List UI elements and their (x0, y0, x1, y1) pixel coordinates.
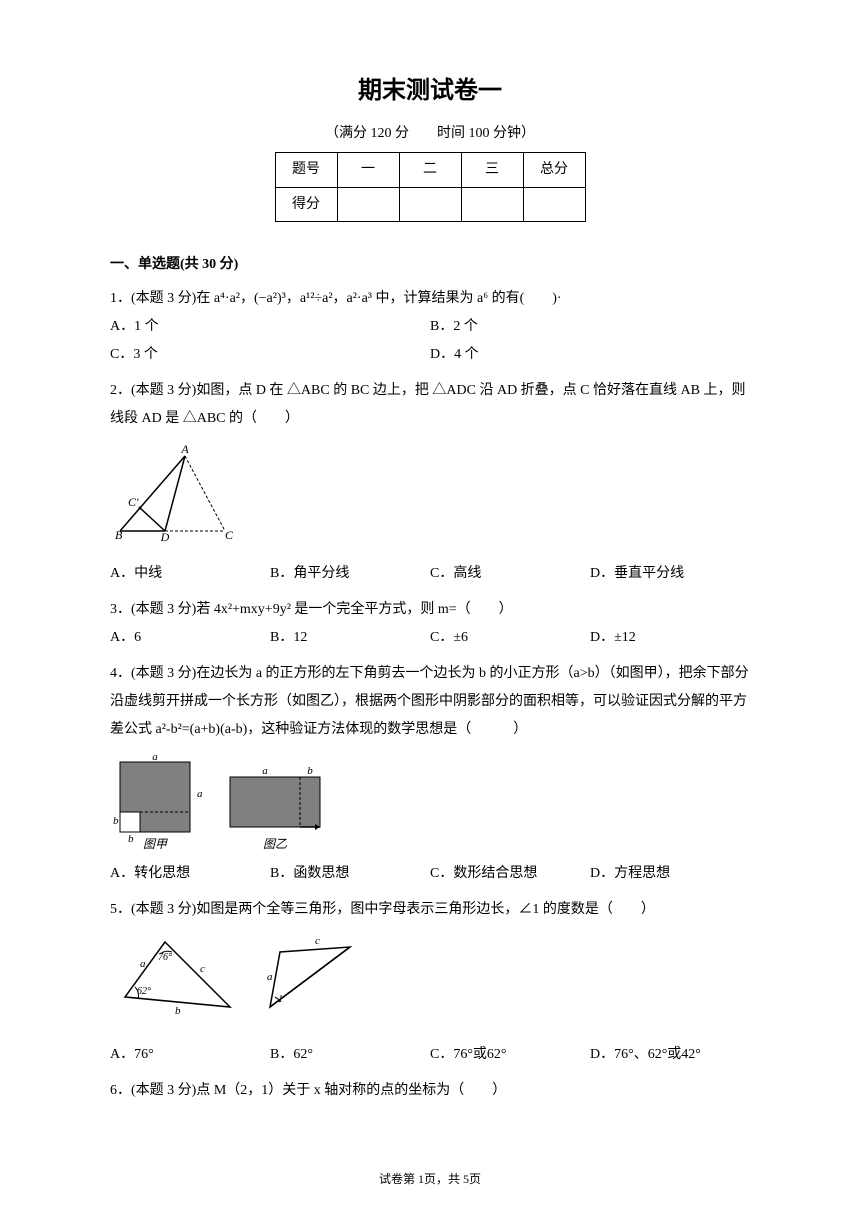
svg-text:D: D (160, 530, 170, 541)
question-1: 1．(本题 3 分)在 a⁴·a²，(−a²)³，a¹²÷a²，a²·a³ 中，… (110, 285, 750, 369)
svg-text:a: a (152, 752, 158, 763)
question-3: 3．(本题 3 分)若 4x²+mxy+9y² 是一个完全平方式，则 m=（ ）… (110, 596, 750, 652)
question-text: 2．(本题 3 分)如图，点 D 在 △ABC 的 BC 边上，把 △ADC 沿… (110, 377, 750, 433)
svg-text:b: b (128, 833, 134, 845)
score-table: 题号 一 二 三 总分 得分 (275, 152, 586, 221)
option-a: A．转化思想 (110, 860, 270, 888)
table-header-cell: 一 (337, 153, 399, 187)
question-4: 4．(本题 3 分)在边长为 a 的正方形的左下角剪去一个边长为 b 的小正方形… (110, 660, 750, 888)
question-6: 6．(本题 3 分)点 M（2，1）关于 x 轴对称的点的坐标为（ ） (110, 1077, 750, 1105)
svg-text:c: c (200, 963, 205, 975)
table-header-cell: 三 (461, 153, 523, 187)
question-text: 3．(本题 3 分)若 4x²+mxy+9y² 是一个完全平方式，则 m=（ ） (110, 596, 750, 624)
table-header-cell: 总分 (523, 153, 585, 187)
svg-text:C: C (225, 528, 234, 541)
svg-text:c: c (315, 935, 320, 947)
option-c: C．高线 (430, 560, 590, 588)
svg-text:a: a (197, 788, 203, 800)
svg-text:A: A (180, 442, 189, 456)
question-text: 4．(本题 3 分)在边长为 a 的正方形的左下角剪去一个边长为 b 的小正方形… (110, 660, 750, 744)
option-b: B．12 (270, 624, 430, 652)
triangle-figure: A B C D C' (110, 441, 750, 552)
option-d: D．±12 (590, 624, 750, 652)
option-a: A．中线 (110, 560, 270, 588)
svg-text:b: b (307, 765, 313, 777)
svg-text:a: a (140, 958, 146, 970)
question-text: 5．(本题 3 分)如图是两个全等三角形，图中字母表示三角形边长，∠1 的度数是… (110, 896, 750, 924)
option-b: B．函数思想 (270, 860, 430, 888)
option-d: D．垂直平分线 (590, 560, 750, 588)
table-header-cell: 题号 (275, 153, 337, 187)
question-5: 5．(本题 3 分)如图是两个全等三角形，图中字母表示三角形边长，∠1 的度数是… (110, 896, 750, 1069)
page-footer: 试卷第 1页，共 5页 (0, 1169, 860, 1191)
page-title: 期末测试卷一 (110, 70, 750, 113)
subtitle: （满分 120 分 时间 100 分钟） (110, 121, 750, 146)
option-b: B．62° (270, 1041, 430, 1069)
svg-text:b: b (175, 1005, 181, 1017)
table-header-cell: 二 (399, 153, 461, 187)
table-cell (337, 187, 399, 221)
option-d: D．76°、62°或42° (590, 1041, 750, 1069)
option-c: C．数形结合思想 (430, 860, 590, 888)
option-d: D．4 个 (430, 341, 750, 369)
table-cell (523, 187, 585, 221)
question-text: 1．(本题 3 分)在 a⁴·a²，(−a²)³，a¹²÷a²，a²·a³ 中，… (110, 285, 750, 313)
section-header: 一、单选题(共 30 分) (110, 252, 750, 277)
triangles-figure: a c b 76° 62° a c 1 (110, 932, 750, 1033)
option-a: A．76° (110, 1041, 270, 1069)
option-a: A．1 个 (110, 313, 430, 341)
squares-figure: a a b b 图甲 a b 图乙 (110, 752, 750, 852)
option-c: C．3 个 (110, 341, 430, 369)
svg-text:a: a (267, 971, 273, 983)
option-c: C．76°或62° (430, 1041, 590, 1069)
svg-text:B: B (115, 528, 123, 541)
option-c: C．±6 (430, 624, 590, 652)
svg-text:图甲: 图甲 (143, 837, 168, 851)
option-a: A．6 (110, 624, 270, 652)
table-cell (461, 187, 523, 221)
table-cell: 得分 (275, 187, 337, 221)
svg-text:a: a (262, 765, 268, 777)
question-2: 2．(本题 3 分)如图，点 D 在 △ABC 的 BC 边上，把 △ADC 沿… (110, 377, 750, 588)
table-cell (399, 187, 461, 221)
option-b: B．角平分线 (270, 560, 430, 588)
question-text: 6．(本题 3 分)点 M（2，1）关于 x 轴对称的点的坐标为（ ） (110, 1077, 750, 1105)
svg-text:b: b (113, 815, 119, 827)
svg-text:图乙: 图乙 (263, 837, 287, 851)
svg-text:C': C' (128, 495, 139, 509)
option-d: D．方程思想 (590, 860, 750, 888)
option-b: B．2 个 (430, 313, 750, 341)
